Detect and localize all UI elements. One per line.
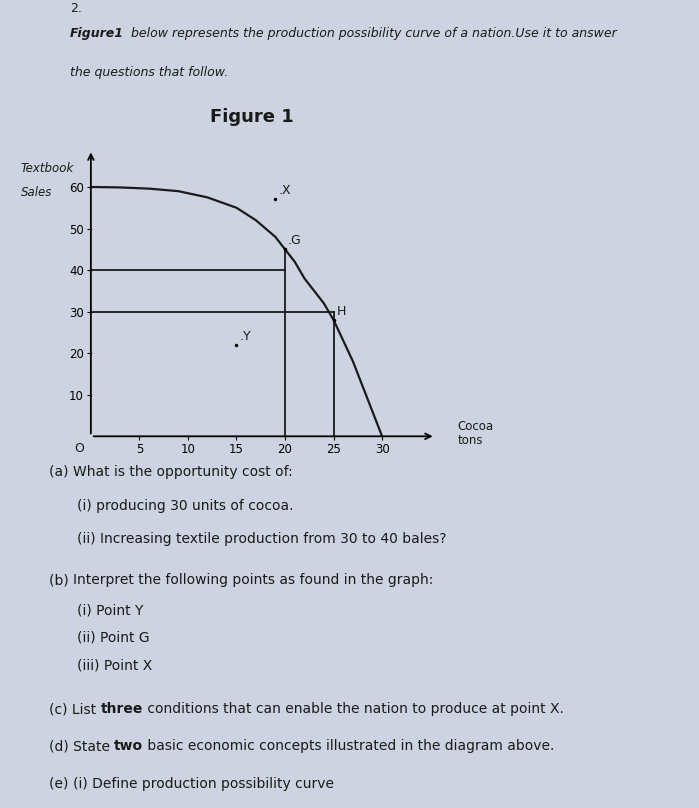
Text: two: two — [115, 739, 143, 754]
Text: .Y: .Y — [239, 330, 251, 343]
Text: Sales: Sales — [21, 186, 52, 199]
Text: (a): (a) — [49, 465, 73, 478]
Text: Textbook: Textbook — [21, 162, 74, 175]
Text: .G: .G — [288, 234, 302, 247]
Text: (i) producing 30 units of cocoa.: (i) producing 30 units of cocoa. — [77, 499, 294, 512]
Text: conditions that can enable the nation to produce at point X.: conditions that can enable the nation to… — [143, 702, 563, 716]
Text: Interpret the following points as found in the graph:: Interpret the following points as found … — [73, 573, 433, 587]
Text: (ii) Increasing textile production from 30 to 40 bales?: (ii) Increasing textile production from … — [77, 532, 447, 546]
Text: 2.: 2. — [70, 2, 82, 15]
Text: Cocoa: Cocoa — [458, 420, 494, 433]
Text: the questions that follow.: the questions that follow. — [70, 66, 228, 79]
Text: .X: .X — [278, 184, 291, 197]
Text: tons: tons — [458, 434, 483, 447]
Text: Figure 1: Figure 1 — [210, 108, 294, 126]
Text: three: three — [101, 702, 143, 716]
Text: below represents the production possibility curve of a nation.Use it to answer: below represents the production possibil… — [127, 27, 617, 40]
Text: What is the opportunity cost of:: What is the opportunity cost of: — [73, 465, 293, 478]
Text: (i) Point Y: (i) Point Y — [77, 604, 143, 618]
Text: (b): (b) — [49, 573, 73, 587]
Text: (i) Define production possibility curve: (i) Define production possibility curve — [73, 776, 333, 791]
Text: (ii) Point G: (ii) Point G — [77, 631, 150, 645]
Text: H: H — [336, 305, 346, 318]
Text: (iii) Point X: (iii) Point X — [77, 658, 152, 672]
Text: (c) List: (c) List — [49, 702, 101, 716]
Text: O: O — [74, 442, 84, 455]
Text: (d) State: (d) State — [49, 739, 115, 754]
Text: basic economic concepts illustrated in the diagram above.: basic economic concepts illustrated in t… — [143, 739, 555, 754]
Text: (e): (e) — [49, 776, 73, 791]
Text: Figure1: Figure1 — [70, 27, 124, 40]
